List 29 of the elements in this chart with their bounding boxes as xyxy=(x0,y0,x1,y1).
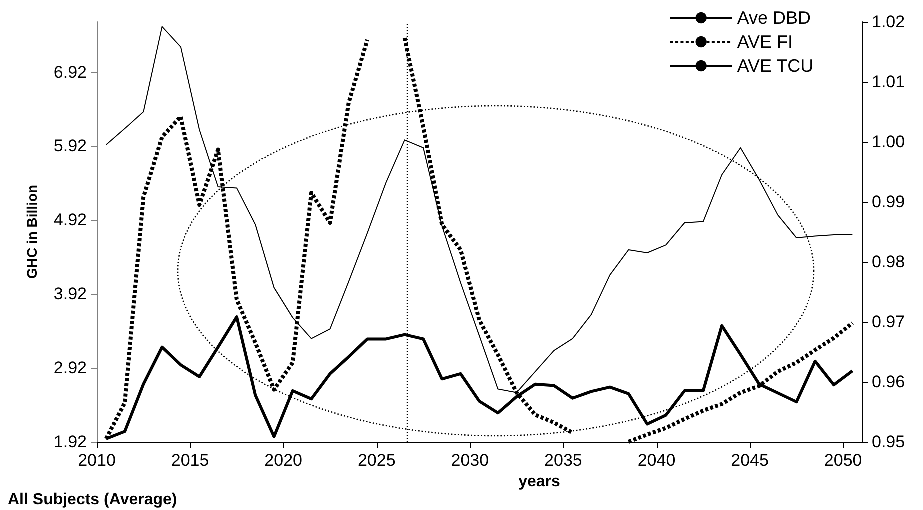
x-axis-title: years xyxy=(518,473,561,490)
y2-tick-label: 1.01 xyxy=(872,72,906,92)
text: All Subjects (Average) xyxy=(8,492,178,508)
legend-label: Ave DBD xyxy=(737,8,812,28)
x-tick-label: 2030 xyxy=(451,451,490,470)
y2-tick-label: 0.95 xyxy=(872,432,906,452)
x-tick-label: 2015 xyxy=(171,451,210,470)
y-axis-title: GHC in Billion xyxy=(24,184,40,280)
y2-tick-label: 0.96 xyxy=(872,372,906,392)
legend-label: AVE TCU xyxy=(737,56,814,76)
y-tick-label: 2.92 xyxy=(54,358,87,378)
y-tick-label: 4.92 xyxy=(54,210,87,230)
legend-label: AVE FI xyxy=(737,32,794,52)
y-tick-label: 6.92 xyxy=(54,62,87,82)
y2-tick-label: 0.97 xyxy=(872,312,906,332)
x-tick-label: 2040 xyxy=(638,451,676,470)
x-tick-label: 2010 xyxy=(78,451,116,470)
x-tick-label: 2025 xyxy=(358,451,396,470)
x-tick-label: 2045 xyxy=(731,451,769,470)
y-tick-label: 3.92 xyxy=(54,284,87,304)
y-tick-label: 5.92 xyxy=(54,136,87,156)
x-tick-label: 2020 xyxy=(264,451,302,470)
y2-tick-label: 1.02 xyxy=(872,12,906,32)
y-tick-label: 1.92 xyxy=(54,432,87,452)
y2-tick-label: 1.00 xyxy=(872,132,906,152)
x-tick-label: 2050 xyxy=(824,451,862,470)
y2-tick-label: 0.99 xyxy=(872,192,906,212)
x-tick-label: 2035 xyxy=(544,451,582,470)
y2-tick-label: 0.98 xyxy=(872,252,906,272)
